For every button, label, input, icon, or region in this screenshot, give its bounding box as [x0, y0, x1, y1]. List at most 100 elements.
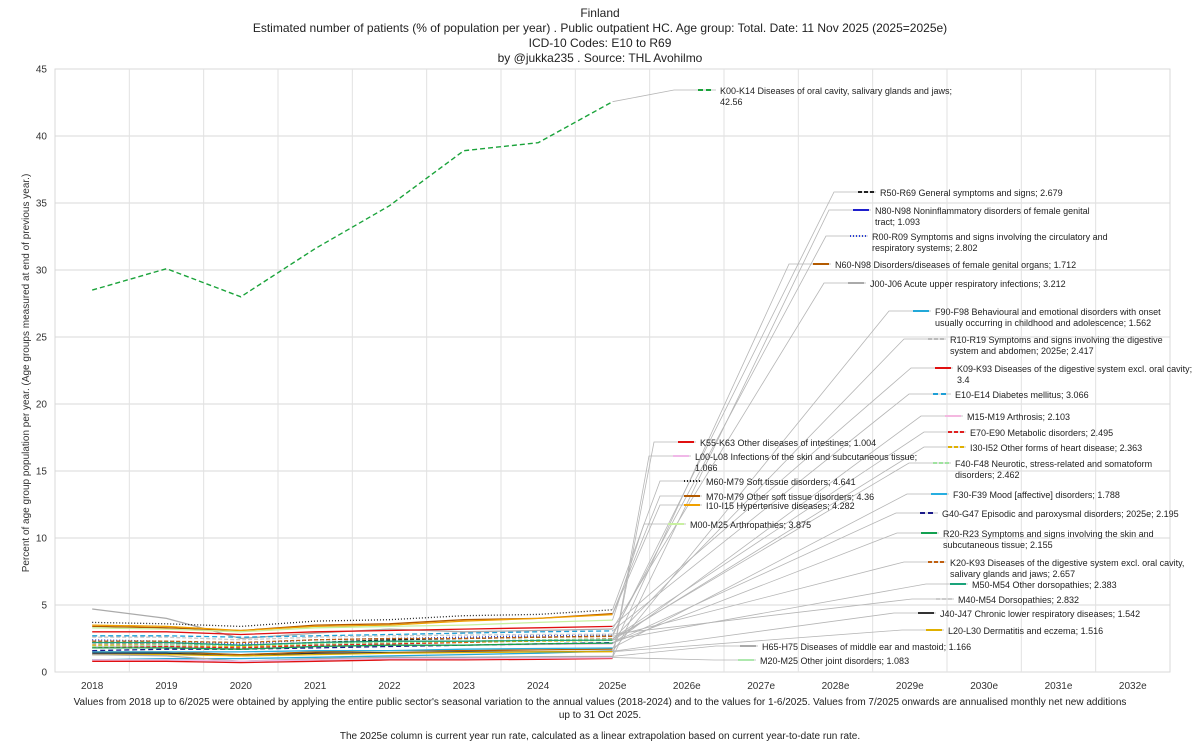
series-line: [92, 635, 613, 644]
chart-title-line-2: Estimated number of patients (% of popul…: [253, 21, 947, 35]
series-label: I10-I15 Hypertensive diseases; 4.282: [706, 501, 855, 511]
series-label: M15-M19 Arthrosis; 2.103: [967, 412, 1070, 422]
y-axis-label: Percent of age group population per year…: [21, 174, 32, 573]
leader-line: [612, 504, 702, 615]
series-label: system and abdomen; 2025e; 2.417: [950, 346, 1094, 356]
series-label: disorders; 2.462: [955, 470, 1020, 480]
leader-line: [612, 209, 871, 658]
leader-line: [612, 89, 716, 103]
series-line: [92, 101, 613, 298]
series-label: R50-R69 General symptoms and signs; 2.67…: [880, 188, 1063, 198]
label-leader-lines: [612, 89, 968, 661]
series-line: [92, 630, 613, 638]
series-line: [92, 651, 613, 657]
series-label: M70-M79 Other soft tissue disorders; 4.3…: [706, 492, 874, 502]
x-tick-label: 2019: [155, 681, 178, 692]
leader-line: [612, 561, 946, 637]
y-axis-ticks: 0 5 10 15 20 25 30 35 40 45: [36, 65, 48, 679]
series-line: [92, 633, 613, 641]
footnote-line-1: Values from 2018 up to 6/2025 were obtai…: [74, 697, 1127, 708]
x-axis-ticks: 2018 2019 2020 2021 2022 2023 2024 2025e 2026e 20…: [81, 681, 1147, 692]
x-tick-label: 2018: [81, 681, 104, 692]
series-line: [92, 619, 613, 633]
series-label: K55-K63 Other diseases of intestines; 1.…: [700, 438, 876, 448]
series-label: N60-N98 Disorders/diseases of female gen…: [835, 260, 1076, 270]
series-label: 1.066: [695, 463, 718, 473]
series-line: [92, 657, 613, 664]
x-tick-label: 2022: [378, 681, 401, 692]
series-label: tract; 1.093: [875, 217, 920, 227]
series-label: R00-R09 Symptoms and signs involving the…: [872, 232, 1108, 242]
x-tick-label: 2020: [230, 681, 253, 692]
series-label: subcutaneous tissue; 2.155: [943, 540, 1053, 550]
series-label: F30-F39 Mood [affective] disorders; 1.78…: [953, 490, 1120, 500]
x-tick-label: 2031e: [1045, 681, 1073, 692]
x-tick-label: 2032e: [1119, 681, 1147, 692]
leader-line: [612, 657, 756, 661]
series-label: M50-M54 Other dorsopathies; 2.383: [972, 580, 1117, 590]
x-tick-label: 2021: [304, 681, 327, 692]
series-label: 42.56: [720, 97, 743, 107]
series-line: [92, 653, 613, 662]
series-line: [92, 650, 613, 661]
leader-line: [612, 338, 946, 640]
leader-line: [612, 235, 868, 635]
x-tick-label: 2023: [453, 681, 476, 692]
chart-title-line-1: Finland: [580, 6, 619, 20]
x-tick-label: 2025e: [599, 681, 627, 692]
series-label: F90-F98 Behavioural and emotional disord…: [935, 307, 1161, 317]
series-label: R10-R19 Symptoms and signs involving the…: [950, 335, 1163, 345]
series-label: M60-M79 Soft tissue disorders; 4.641: [706, 477, 856, 487]
y-tick-label: 25: [36, 333, 48, 344]
series-lines: [92, 101, 613, 664]
series-label: H65-H75 Diseases of middle ear and masto…: [762, 642, 971, 652]
series-label: E10-E14 Diabetes mellitus; 3.066: [955, 390, 1089, 400]
series-line: [92, 613, 613, 632]
series-label: 3.4: [957, 375, 970, 385]
series-line: [92, 657, 613, 662]
y-tick-label: 20: [36, 400, 48, 411]
leader-line: [612, 493, 949, 649]
leader-line: [612, 446, 966, 641]
leader-line: [612, 645, 758, 657]
chart-title-line-4: by @jukka235 . Source: THL Avohilmo: [498, 51, 703, 65]
series-line: [92, 642, 613, 650]
footnote-line-3: The 2025e column is current year run rat…: [340, 731, 860, 742]
series-label: respiratory systems; 2.802: [872, 243, 978, 253]
series-label: N80-N98 Noninflammatory disorders of fem…: [875, 206, 1090, 216]
series-label: E70-E90 Metabolic disorders; 2.495: [970, 428, 1113, 438]
series-label: M20-M25 Other joint disorders; 1.083: [760, 656, 909, 666]
y-tick-label: 45: [36, 65, 48, 76]
y-tick-label: 35: [36, 199, 48, 210]
footnotes: Values from 2018 up to 6/2025 were obtai…: [74, 697, 1127, 742]
series-label: F40-F48 Neurotic, stress-related and som…: [955, 459, 1152, 469]
series-line: [92, 647, 613, 653]
y-tick-label: 40: [36, 132, 48, 143]
series-label: G40-G47 Episodic and paroxysmal disorder…: [942, 509, 1179, 519]
series-label: J40-J47 Chronic lower respiratory diseas…: [940, 609, 1140, 619]
series-label: I30-I52 Other forms of heart disease; 2.…: [970, 443, 1142, 453]
series-label: M40-M54 Dorsopathies; 2.832: [958, 595, 1079, 605]
series-labels: K00-K14 Diseases of oral cavity, salivar…: [668, 86, 1192, 666]
y-tick-label: 5: [41, 601, 47, 612]
y-tick-label: 30: [36, 266, 48, 277]
series-label: R20-R23 Symptoms and signs involving the…: [943, 529, 1154, 539]
y-tick-label: 15: [36, 467, 48, 478]
series-label: M00-M25 Arthropathies; 3.875: [690, 520, 811, 530]
series-label: L00-L08 Infections of the skin and subcu…: [695, 452, 917, 462]
series-label: K00-K14 Diseases of oral cavity, salivar…: [720, 86, 952, 96]
series-label: K09-K93 Diseases of the digestive system…: [957, 364, 1192, 374]
footnote-line-2: up to 31 Oct 2025.: [559, 710, 641, 721]
series-label: J00-J06 Acute upper respiratory infectio…: [870, 279, 1066, 289]
series-line: [92, 625, 613, 636]
series-label: usually occurring in childhood and adole…: [935, 318, 1151, 328]
series-label: salivary glands and jaws; 2.657: [950, 569, 1075, 579]
leader-line: [612, 393, 951, 632]
leader-line: [612, 512, 938, 643]
chart-title-block: Finland Estimated number of patients (% …: [253, 6, 947, 65]
leader-line: [612, 583, 968, 641]
x-tick-label: 2024: [527, 681, 550, 692]
grid: [54, 68, 1171, 673]
series-label: L20-L30 Dermatitis and eczema; 1.516: [948, 626, 1103, 636]
